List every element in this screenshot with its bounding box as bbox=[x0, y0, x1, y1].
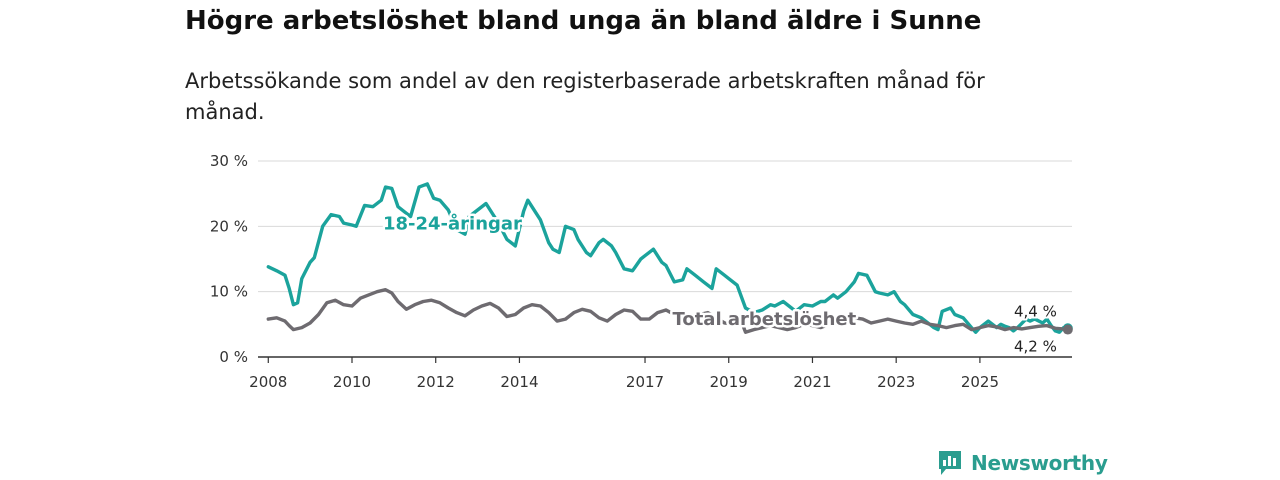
end-value-label-total: 4,2 % bbox=[1014, 338, 1057, 356]
x-tick-label: 2021 bbox=[793, 373, 831, 391]
end-value-label-18-24: 4,4 % bbox=[1014, 302, 1057, 320]
bar-chart-speech-bubble-icon bbox=[939, 451, 961, 475]
series-label-18-24: 18-24-åringar bbox=[383, 213, 522, 235]
x-tick-label: 2025 bbox=[961, 373, 999, 391]
chart-title: Högre arbetslöshet bland unga än bland ä… bbox=[185, 6, 982, 36]
y-tick-label: 0 % bbox=[219, 348, 248, 366]
x-tick-label: 2014 bbox=[500, 373, 538, 391]
x-tick-label: 2010 bbox=[333, 373, 371, 391]
series-line-total bbox=[266, 288, 1070, 334]
x-tick-label: 2017 bbox=[626, 373, 664, 391]
series-label-total: Total arbetslöshet bbox=[672, 309, 856, 330]
end-point-total bbox=[1062, 324, 1073, 335]
newsworthy-logo[interactable]: Newsworthy bbox=[937, 448, 1108, 478]
x-tick-label: 2012 bbox=[417, 373, 455, 391]
logo-text: Newsworthy bbox=[971, 451, 1108, 475]
x-tick-label: 2008 bbox=[249, 373, 287, 391]
y-tick-label: 10 % bbox=[210, 283, 248, 301]
chart-subtitle: Arbetssökande som andel av den registerb… bbox=[185, 69, 985, 124]
y-tick-label: 20 % bbox=[210, 217, 248, 235]
x-tick-label: 2019 bbox=[710, 373, 748, 391]
y-tick-label: 30 % bbox=[210, 152, 248, 170]
x-tick-label: 2023 bbox=[877, 373, 915, 391]
